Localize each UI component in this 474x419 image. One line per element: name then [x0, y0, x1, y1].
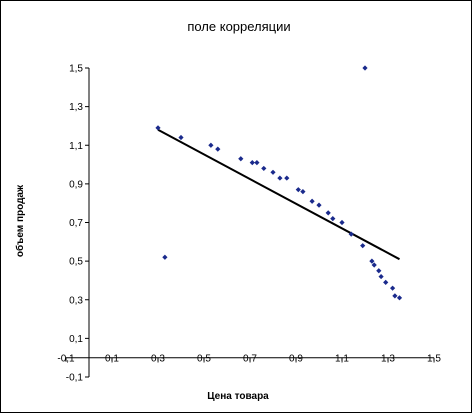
- data-point: [208, 142, 214, 148]
- data-point: [360, 243, 366, 249]
- data-point: [215, 146, 221, 152]
- data-point: [277, 175, 283, 181]
- x-tick-label: 0,5: [197, 354, 211, 365]
- data-point: [362, 65, 368, 71]
- x-tick-label: 0,3: [151, 354, 165, 365]
- y-axis-label: объем продаж: [14, 184, 26, 257]
- data-point: [178, 134, 184, 141]
- y-tick-label: 1,3: [69, 102, 83, 113]
- data-points: [155, 65, 403, 301]
- data-point: [254, 160, 260, 166]
- x-axis-label: Цена товара: [207, 391, 269, 402]
- chart-title: поле корреляции: [187, 19, 290, 34]
- data-point: [238, 156, 244, 162]
- data-point: [249, 160, 255, 166]
- data-point: [325, 210, 331, 216]
- data-point: [261, 165, 267, 172]
- x-tick-label: 1,5: [427, 354, 441, 365]
- data-point: [339, 219, 345, 226]
- data-point: [162, 254, 168, 260]
- y-tick-label: 1,1: [69, 141, 83, 152]
- data-point: [330, 216, 336, 222]
- trendline: [157, 128, 400, 261]
- data-point: [376, 268, 382, 274]
- y-tick-label: 1,5: [69, 64, 83, 75]
- data-point: [383, 279, 389, 285]
- data-point: [392, 293, 398, 299]
- x-tick-label: -0,1: [57, 354, 75, 365]
- data-point: [396, 295, 403, 301]
- trendline-group: [157, 128, 400, 261]
- y-tick-label: 0,7: [69, 218, 83, 229]
- data-point: [270, 169, 276, 175]
- data-point: [348, 231, 354, 237]
- data-point: [300, 189, 306, 195]
- x-tick-label: 0,7: [243, 354, 257, 365]
- y-tick-label: 0,1: [69, 334, 83, 345]
- x-tick-label: 0,1: [105, 354, 119, 365]
- data-point: [390, 285, 396, 291]
- x-tick-label: 1,1: [335, 354, 349, 365]
- data-point: [295, 187, 301, 193]
- y-tick-label: -0,1: [66, 373, 84, 384]
- data-point: [378, 273, 384, 280]
- x-tick-label: 1,3: [381, 354, 395, 365]
- x-tick-label: 0,9: [289, 354, 303, 365]
- y-tick-label: 0,9: [69, 179, 83, 190]
- data-point: [369, 258, 375, 264]
- data-point: [316, 202, 322, 208]
- data-point: [371, 262, 377, 268]
- data-point: [284, 175, 290, 181]
- data-point: [309, 198, 315, 204]
- data-point: [155, 125, 161, 131]
- axes: -0,1 0,1 0,3 0,5 0,7 0,9 1,1 1,3 1,5 -0,1 0,1 0,3 0,…: [57, 64, 441, 384]
- y-tick-label: 0,5: [69, 257, 83, 268]
- y-tick-label: 0,3: [69, 295, 83, 306]
